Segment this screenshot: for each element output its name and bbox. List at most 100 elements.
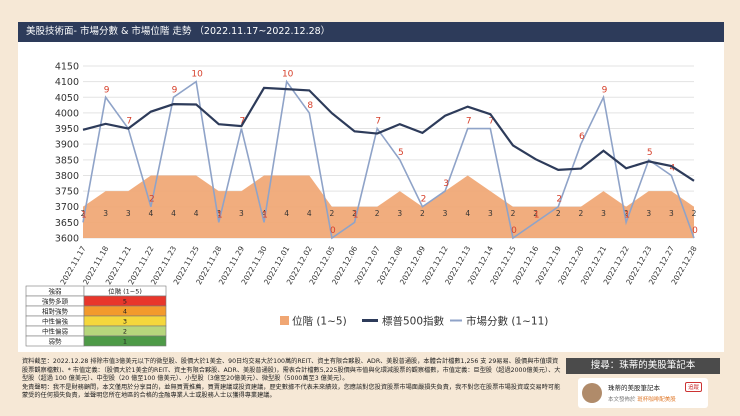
position-label: 3: [601, 209, 606, 218]
position-label: 4: [194, 209, 199, 218]
score-label: 3: [443, 179, 449, 189]
score-label: 9: [172, 85, 178, 95]
search-banner[interactable]: 搜尋：珠蒂的美股筆記本: [566, 358, 720, 374]
y-tick-label: 4050: [55, 93, 79, 104]
legend-table-value: 3: [123, 318, 127, 326]
position-label: 3: [239, 209, 244, 218]
position-label: 4: [307, 209, 312, 218]
score-label: 2: [556, 195, 562, 205]
profile-note-prefix: 本文發佈於: [608, 397, 636, 403]
legend-table-header: 強弱: [49, 288, 62, 296]
avatar: [582, 383, 602, 403]
position-label: 3: [103, 209, 108, 218]
score-label: 10: [282, 70, 294, 80]
y-tick-label: 3900: [55, 140, 79, 151]
score-label: 7: [240, 117, 246, 127]
position-label: 4: [284, 209, 289, 218]
chart-title-bar: 美股技術面- 市場分數 & 市場位階 走勢 （2022.11.17~2022.1…: [18, 22, 724, 42]
y-tick-label: 3800: [55, 171, 79, 182]
chart-title: 美股技術面- 市場分數 & 市場位階 走勢 （2022.11.17~2022.1…: [26, 26, 331, 37]
legend-table-label: 相對強勢: [42, 307, 69, 316]
legend-table-value: 4: [123, 308, 127, 316]
legend-table-label: 中性偏弱: [42, 327, 68, 336]
position-label: 2: [352, 209, 357, 218]
score-label: 1: [217, 210, 223, 220]
legend-table-value: 5: [123, 298, 127, 306]
legend-table-value: 1: [123, 338, 127, 346]
position-label: 4: [171, 209, 176, 218]
score-label: 5: [647, 148, 653, 158]
score-label: 6: [579, 132, 585, 142]
profile-name: 珠蒂的美股筆記本: [608, 384, 660, 392]
y-tick-label: 3750: [55, 187, 79, 198]
y-tick-label: 3850: [55, 155, 79, 166]
position-label: 2: [624, 209, 629, 218]
profile-card[interactable]: 珠蒂的美股筆記本 追蹤 本文發佈於 斑杯咖啡配美股: [578, 378, 708, 408]
position-label: 3: [669, 209, 674, 218]
score-label: 1: [534, 210, 540, 220]
position-label: 2: [533, 209, 538, 218]
score-label: 1: [81, 210, 87, 220]
position-label: 2: [556, 209, 561, 218]
position-label: 2: [420, 209, 425, 218]
position-label: 2: [511, 209, 516, 218]
score-label: 7: [375, 117, 381, 127]
position-label: 2: [81, 209, 86, 218]
data-note: 資料截至：2022.12.28 排除市值3億美元以下的微型股、股價大於1美金、9…: [22, 358, 561, 383]
position-label: 3: [397, 209, 402, 218]
market-chart: 3600365037003750380038503900395040004050…: [25, 62, 699, 347]
legend-label-position: 位階 (1~5): [292, 315, 347, 328]
score-label: 9: [104, 85, 110, 95]
score-label: 7: [466, 117, 472, 127]
profile-note-link[interactable]: 斑杯咖啡配美股: [637, 397, 676, 403]
legend-table-label: 中性偏強: [42, 317, 69, 326]
score-label: 0: [692, 226, 698, 236]
y-tick-label: 3600: [55, 234, 79, 245]
y-tick-label: 3950: [55, 124, 79, 135]
score-line: [82, 79, 695, 240]
score-label: 2: [149, 195, 155, 205]
position-label: 2: [578, 209, 583, 218]
score-label: 5: [398, 148, 404, 158]
score-label: 7: [126, 117, 132, 127]
y-tick-label: 4100: [55, 77, 79, 88]
y-tick-label: 4000: [55, 108, 79, 119]
score-label: 8: [307, 101, 313, 111]
y-tick-label: 3700: [55, 202, 79, 213]
score-label: 0: [330, 226, 336, 236]
legend-table-value: 2: [123, 328, 127, 336]
position-label: 3: [443, 209, 448, 218]
spx-line: [82, 86, 695, 182]
position-label: 3: [488, 209, 493, 218]
position-label: 2: [692, 209, 697, 218]
position-label: 4: [148, 209, 153, 218]
score-label: 7: [488, 117, 494, 127]
legend-swatch-position: [280, 316, 289, 325]
score-label: 2: [421, 195, 427, 205]
legend-label-score: 市場分數 (1~11): [466, 315, 548, 328]
position-label: 3: [216, 209, 221, 218]
score-label: 0: [511, 226, 517, 236]
position-area: [83, 175, 694, 238]
legend-table-label: 弱勢: [49, 337, 63, 346]
position-label: 4: [262, 209, 267, 218]
position-label: 4: [465, 209, 470, 218]
legend-table-header: 位階 (1~5): [108, 287, 142, 296]
position-label: 3: [646, 209, 651, 218]
score-label: 9: [602, 85, 608, 95]
y-tick-label: 4150: [55, 62, 79, 73]
position-label: 2: [330, 209, 335, 218]
follow-button[interactable]: 追蹤: [684, 382, 702, 392]
score-label: 10: [191, 70, 203, 80]
legend-table-value-cell: [83, 335, 167, 347]
score-label: 1: [262, 210, 268, 220]
disclaimer: 免責聲明：我不是財務顧問，本文僅用於分享目的，並無買賣推薦，買賣建議或投資建議，…: [22, 383, 561, 400]
score-label: 1: [624, 210, 630, 220]
y-tick-label: 3650: [55, 218, 79, 229]
legend-table-label: 強勢多頭: [42, 297, 69, 306]
score-label: 1: [353, 210, 359, 220]
position-label: 2: [375, 209, 380, 218]
position-label: 3: [126, 209, 131, 218]
footnote: 資料截至：2022.12.28 排除市值3億美元以下的微型股、股價大於1美金、9…: [22, 358, 562, 401]
profile-note: 本文發佈於 斑杯咖啡配美股: [608, 395, 676, 403]
